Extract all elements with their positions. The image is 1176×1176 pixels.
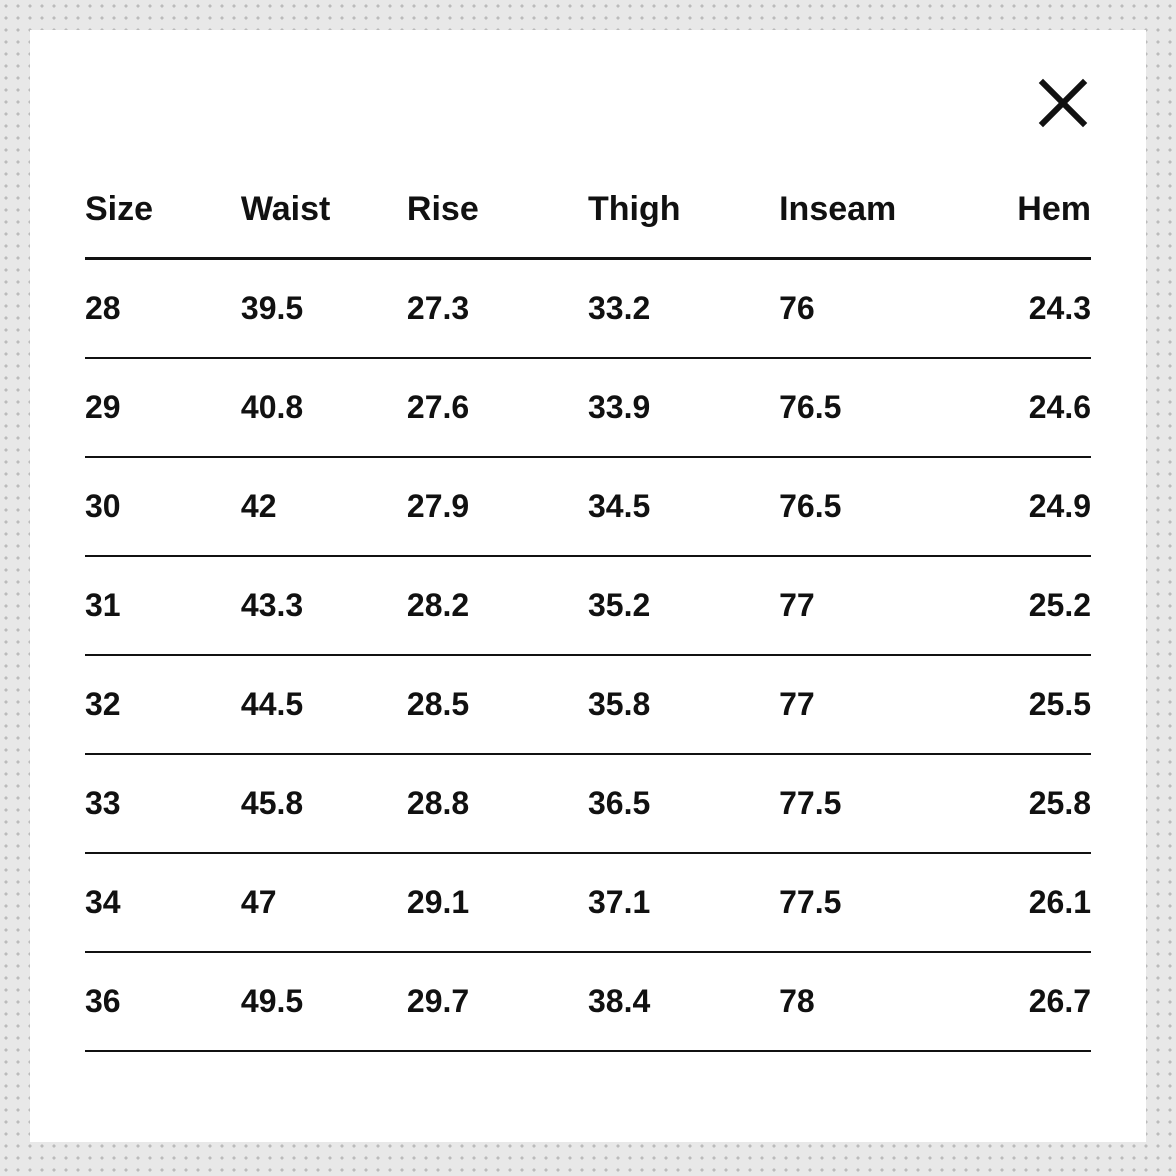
cell-hem: 24.3 — [980, 259, 1091, 359]
cell-size: 29 — [85, 358, 241, 457]
table-row: 32 44.5 28.5 35.8 77 25.5 — [85, 655, 1091, 754]
cell-waist: 49.5 — [241, 952, 407, 1051]
cell-hem: 24.6 — [980, 358, 1091, 457]
cell-inseam: 77.5 — [779, 754, 980, 853]
cell-thigh: 33.2 — [588, 259, 779, 359]
cell-size: 33 — [85, 754, 241, 853]
table-row: 36 49.5 29.7 38.4 78 26.7 — [85, 952, 1091, 1051]
cell-waist: 47 — [241, 853, 407, 952]
cell-hem: 24.9 — [980, 457, 1091, 556]
close-button[interactable] — [1035, 75, 1091, 131]
table-row: 34 47 29.1 37.1 77.5 26.1 — [85, 853, 1091, 952]
column-header-inseam: Inseam — [779, 190, 980, 259]
cell-thigh: 37.1 — [588, 853, 779, 952]
cell-waist: 42 — [241, 457, 407, 556]
table-row: 30 42 27.9 34.5 76.5 24.9 — [85, 457, 1091, 556]
column-header-size: Size — [85, 190, 241, 259]
column-header-waist: Waist — [241, 190, 407, 259]
size-chart-table: Size Waist Rise Thigh Inseam Hem 28 39.5… — [85, 190, 1091, 1052]
cell-rise: 27.6 — [407, 358, 588, 457]
cell-size: 31 — [85, 556, 241, 655]
cell-thigh: 36.5 — [588, 754, 779, 853]
cell-inseam: 76.5 — [779, 358, 980, 457]
cell-rise: 29.1 — [407, 853, 588, 952]
cell-inseam: 76 — [779, 259, 980, 359]
column-header-hem: Hem — [980, 190, 1091, 259]
cell-rise: 27.3 — [407, 259, 588, 359]
cell-thigh: 34.5 — [588, 457, 779, 556]
column-header-rise: Rise — [407, 190, 588, 259]
cell-size: 28 — [85, 259, 241, 359]
cell-inseam: 78 — [779, 952, 980, 1051]
cell-inseam: 77 — [779, 655, 980, 754]
cell-waist: 44.5 — [241, 655, 407, 754]
cell-waist: 43.3 — [241, 556, 407, 655]
table-header-row: Size Waist Rise Thigh Inseam Hem — [85, 190, 1091, 259]
cell-size: 32 — [85, 655, 241, 754]
cell-waist: 45.8 — [241, 754, 407, 853]
cell-inseam: 77 — [779, 556, 980, 655]
cell-thigh: 38.4 — [588, 952, 779, 1051]
cell-inseam: 76.5 — [779, 457, 980, 556]
cell-rise: 27.9 — [407, 457, 588, 556]
cell-hem: 25.2 — [980, 556, 1091, 655]
close-icon — [1035, 75, 1091, 131]
cell-hem: 25.5 — [980, 655, 1091, 754]
cell-inseam: 77.5 — [779, 853, 980, 952]
cell-size: 34 — [85, 853, 241, 952]
cell-thigh: 33.9 — [588, 358, 779, 457]
column-header-thigh: Thigh — [588, 190, 779, 259]
cell-rise: 29.7 — [407, 952, 588, 1051]
cell-hem: 26.1 — [980, 853, 1091, 952]
table-row: 33 45.8 28.8 36.5 77.5 25.8 — [85, 754, 1091, 853]
cell-waist: 40.8 — [241, 358, 407, 457]
cell-rise: 28.2 — [407, 556, 588, 655]
table-row: 29 40.8 27.6 33.9 76.5 24.6 — [85, 358, 1091, 457]
table-row: 31 43.3 28.2 35.2 77 25.2 — [85, 556, 1091, 655]
cell-hem: 25.8 — [980, 754, 1091, 853]
cell-rise: 28.8 — [407, 754, 588, 853]
cell-rise: 28.5 — [407, 655, 588, 754]
table-row: 28 39.5 27.3 33.2 76 24.3 — [85, 259, 1091, 359]
size-chart-modal: Size Waist Rise Thigh Inseam Hem 28 39.5… — [30, 30, 1146, 1142]
cell-hem: 26.7 — [980, 952, 1091, 1051]
cell-thigh: 35.2 — [588, 556, 779, 655]
cell-size: 30 — [85, 457, 241, 556]
cell-size: 36 — [85, 952, 241, 1051]
cell-thigh: 35.8 — [588, 655, 779, 754]
cell-waist: 39.5 — [241, 259, 407, 359]
